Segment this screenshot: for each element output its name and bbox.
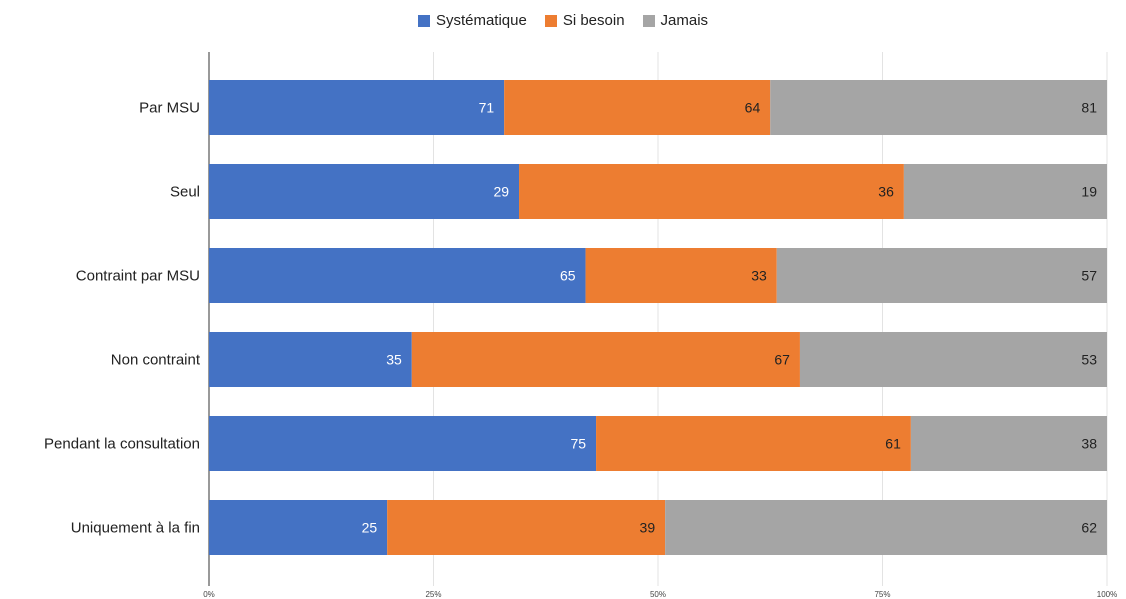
- bar-si-besoin-pendant-la-consultation: [596, 416, 911, 471]
- bar-systematique-seul: [209, 164, 520, 219]
- legend-swatch-systematique: [417, 14, 430, 27]
- data-label-jamais-uniquement-a-la-fin: 62: [1081, 520, 1097, 536]
- bar-systematique-par-msu: [209, 80, 505, 135]
- bar-systematique-pendant-la-consultation: [209, 416, 597, 471]
- data-label-systematique-contraint-par-msu: 65: [560, 268, 576, 284]
- bar-jamais-pendant-la-consultation: [910, 416, 1107, 471]
- category-label-uniquement-a-la-fin: Uniquement à la fin: [71, 520, 200, 537]
- bar-systematique-uniquement-a-la-fin: [209, 500, 388, 555]
- legend-item-si-besoin[interactable]: Si besoin: [544, 12, 625, 29]
- bar-jamais-uniquement-a-la-fin: [665, 500, 1107, 555]
- category-label-seul: Seul: [170, 184, 200, 201]
- chart-legend: Systématique Si besoin Jamais: [0, 12, 1126, 29]
- legend-label-si-besoin: Si besoin: [562, 12, 625, 29]
- bar-systematique-non-contraint: [209, 332, 412, 387]
- bar-jamais-non-contraint: [799, 332, 1107, 387]
- bar-jamais-seul: [903, 164, 1107, 219]
- category-label-par-msu: Par MSU: [139, 100, 200, 117]
- data-label-systematique-seul: 29: [493, 184, 509, 200]
- data-label-jamais-par-msu: 81: [1081, 100, 1097, 116]
- bar-si-besoin-uniquement-a-la-fin: [387, 500, 666, 555]
- data-label-si-besoin-pendant-la-consultation: 61: [885, 436, 901, 452]
- legend-label-systematique: Systématique: [435, 12, 527, 29]
- data-label-si-besoin-par-msu: 64: [745, 100, 761, 116]
- bar-jamais-par-msu: [770, 80, 1107, 135]
- data-label-jamais-contraint-par-msu: 57: [1081, 268, 1097, 284]
- x-tick-label: 100%: [1097, 590, 1117, 599]
- x-tick-label: 75%: [874, 590, 890, 599]
- x-tick-label: 50%: [650, 590, 666, 599]
- data-label-si-besoin-contraint-par-msu: 33: [751, 268, 767, 284]
- legend-item-systematique[interactable]: Systématique: [417, 12, 527, 29]
- legend-label-jamais: Jamais: [660, 12, 709, 29]
- data-label-jamais-non-contraint: 53: [1081, 352, 1097, 368]
- bar-jamais-contraint-par-msu: [776, 248, 1107, 303]
- legend-swatch-jamais: [642, 14, 655, 27]
- category-label-contraint-par-msu: Contraint par MSU: [76, 268, 200, 285]
- data-label-jamais-pendant-la-consultation: 38: [1081, 436, 1097, 452]
- x-tick-label: 0%: [203, 590, 215, 599]
- data-label-systematique-pendant-la-consultation: 75: [570, 436, 586, 452]
- category-label-non-contraint: Non contraint: [111, 352, 201, 369]
- data-label-jamais-seul: 19: [1081, 184, 1097, 200]
- legend-swatch-si-besoin: [544, 14, 557, 27]
- data-label-systematique-uniquement-a-la-fin: 25: [362, 520, 378, 536]
- x-tick-label: 25%: [425, 590, 441, 599]
- bar-systematique-contraint-par-msu: [209, 248, 586, 303]
- bar-si-besoin-non-contraint: [411, 332, 800, 387]
- bar-si-besoin-seul: [519, 164, 904, 219]
- bar-si-besoin-contraint-par-msu: [585, 248, 777, 303]
- data-label-systematique-non-contraint: 35: [386, 352, 402, 368]
- category-label-pendant-la-consultation: Pendant la consultation: [44, 436, 200, 453]
- data-label-si-besoin-uniquement-a-la-fin: 39: [640, 520, 656, 536]
- bar-si-besoin-par-msu: [504, 80, 771, 135]
- data-label-si-besoin-seul: 36: [878, 184, 894, 200]
- data-label-si-besoin-non-contraint: 67: [774, 352, 790, 368]
- legend-item-jamais[interactable]: Jamais: [642, 12, 709, 29]
- data-label-systematique-par-msu: 71: [479, 100, 495, 116]
